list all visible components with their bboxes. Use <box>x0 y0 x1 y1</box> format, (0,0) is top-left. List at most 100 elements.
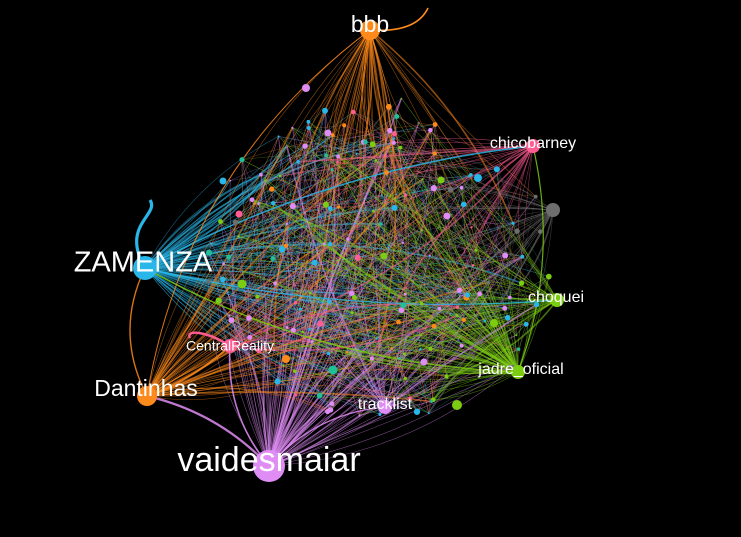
edge <box>320 209 554 324</box>
graph-node <box>255 294 260 299</box>
edge <box>295 299 558 318</box>
edge <box>217 29 371 301</box>
graph-node <box>402 352 406 356</box>
edge <box>359 29 386 416</box>
edge <box>146 387 328 412</box>
edge <box>295 302 519 373</box>
graph-node <box>380 252 388 260</box>
edge <box>388 106 447 377</box>
graph-node <box>326 351 331 356</box>
graph-node <box>474 174 482 182</box>
graph-node <box>222 262 225 266</box>
graph-node <box>403 193 408 197</box>
edge <box>330 145 534 209</box>
graph-node <box>293 300 298 305</box>
edge <box>286 145 528 301</box>
edge <box>388 106 558 301</box>
graph-node <box>291 126 294 129</box>
edge <box>260 130 390 175</box>
edge <box>258 209 554 351</box>
graph-node <box>336 154 341 159</box>
edge <box>428 209 554 414</box>
edge <box>337 145 534 168</box>
hub-node-centralreality[interactable] <box>223 339 237 353</box>
graph-node <box>374 159 378 162</box>
edge <box>144 267 558 305</box>
edge <box>144 145 288 269</box>
edge <box>254 203 558 301</box>
graph-node <box>273 349 275 352</box>
edge <box>384 319 465 408</box>
graph-node <box>350 109 356 115</box>
edge <box>397 169 498 270</box>
edge <box>229 127 309 347</box>
edge <box>268 169 336 467</box>
graph-node <box>355 344 361 349</box>
edge <box>402 242 523 257</box>
graph-node <box>229 179 232 182</box>
graph-node <box>219 177 227 185</box>
edge <box>378 194 406 408</box>
graph-node <box>270 200 276 206</box>
edge <box>504 209 554 309</box>
edge <box>146 194 382 397</box>
graph-node <box>392 403 396 407</box>
edge <box>520 209 554 284</box>
edge <box>384 265 474 408</box>
hub-node-tracklist[interactable] <box>378 400 392 414</box>
hub-node-unlabeled-gray[interactable] <box>546 203 560 217</box>
graph-node <box>226 254 232 260</box>
edge <box>329 145 534 303</box>
graph-node <box>459 185 464 190</box>
graph-node <box>427 412 430 415</box>
graph-node <box>232 219 238 225</box>
edge <box>146 145 306 397</box>
edge <box>208 252 558 301</box>
graph-node <box>431 323 437 329</box>
graph-node <box>428 346 433 351</box>
graph-node <box>398 145 403 150</box>
hub-node-chicobarney[interactable] <box>526 139 540 153</box>
edge <box>416 145 534 412</box>
edge <box>286 145 386 408</box>
graph-node <box>249 197 255 203</box>
edge <box>229 345 320 396</box>
graph-node <box>455 313 459 318</box>
edge <box>369 29 537 305</box>
graph-node <box>292 369 297 374</box>
graph-node <box>285 222 288 225</box>
edge <box>388 145 534 248</box>
edge <box>337 155 519 373</box>
graph-node <box>380 159 384 163</box>
graph-node <box>237 235 240 238</box>
graph-node <box>285 326 289 329</box>
graph-node <box>533 301 540 308</box>
graph-node <box>504 314 511 321</box>
hub-node-zamenza[interactable] <box>133 256 157 280</box>
edge <box>329 29 371 162</box>
hub-node-choquei[interactable] <box>550 293 564 307</box>
graph-node <box>247 334 253 340</box>
graph-node <box>290 327 296 333</box>
edge <box>433 187 519 373</box>
edge <box>258 350 386 408</box>
graph-node <box>294 393 298 397</box>
graph-node <box>282 364 285 367</box>
graph-node <box>455 305 460 309</box>
graph-node <box>220 276 226 283</box>
hub-node-jadre_oficial[interactable] <box>511 365 525 379</box>
graph-node <box>511 221 515 225</box>
edge <box>235 155 327 223</box>
edge <box>268 365 510 467</box>
graph-node <box>403 376 407 381</box>
hub-node-bbb[interactable] <box>360 20 380 40</box>
edge <box>401 298 558 311</box>
graph-node <box>459 343 464 348</box>
graph-node <box>421 178 424 181</box>
graph-node <box>269 186 275 192</box>
graph-node <box>302 143 308 149</box>
graph-node <box>384 170 389 175</box>
hub-node-dantinhas[interactable] <box>137 386 157 406</box>
hub-node-vaidesmaiar[interactable] <box>253 450 285 482</box>
edge <box>363 141 554 211</box>
